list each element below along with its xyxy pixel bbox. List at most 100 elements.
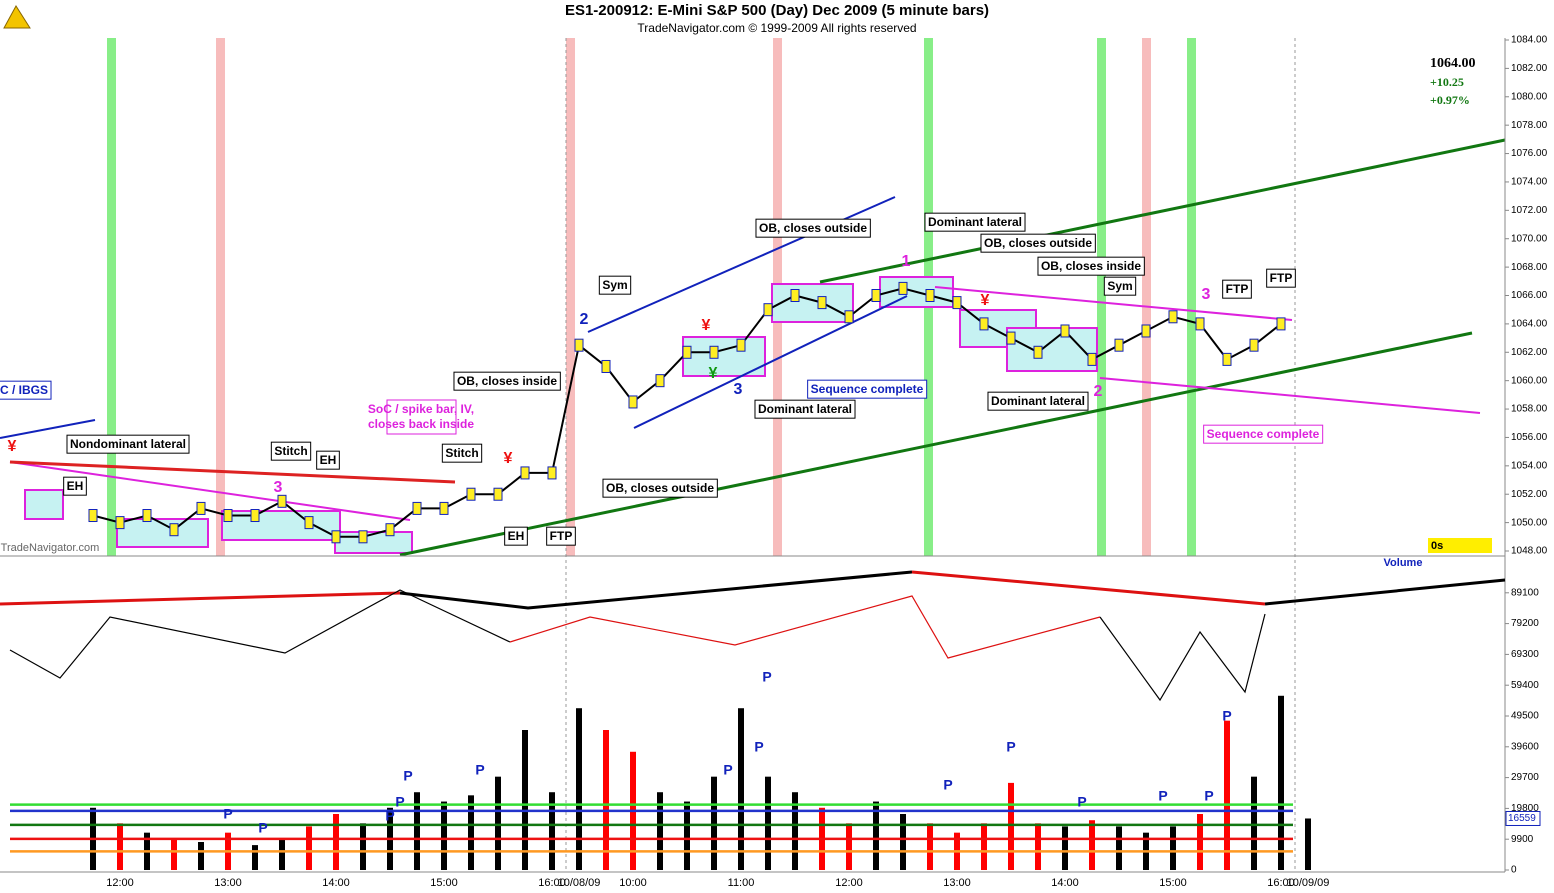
price-bar — [277, 494, 287, 508]
volume-bar — [1035, 823, 1041, 870]
volume-bar — [873, 801, 879, 870]
price-bar — [142, 509, 152, 523]
annotation-box — [755, 218, 871, 238]
annotation: closes back inside — [368, 417, 474, 431]
volume-bar — [846, 823, 852, 870]
volume-bar — [549, 792, 555, 870]
price-bar — [979, 317, 989, 331]
pivot-label: P — [475, 762, 484, 778]
price-bar — [304, 516, 314, 530]
price-bar — [196, 501, 206, 515]
annotation: Sequence complete — [811, 382, 924, 396]
price-bar — [1087, 352, 1097, 366]
chart-subtitle: TradeNavigator.com © 1999-2009 All right… — [637, 21, 916, 35]
x-tick-label: 15:00 — [430, 877, 458, 889]
annotation-box — [441, 443, 483, 463]
pivot-label: P — [943, 777, 952, 793]
price-bar — [466, 487, 476, 501]
annotation: EH — [320, 453, 337, 467]
annotation: OB, closes inside — [457, 374, 557, 388]
volume-bar — [522, 730, 528, 870]
annotation: C / IBGS — [0, 383, 48, 397]
annotation: 2 — [1094, 383, 1103, 400]
volume-bar — [1278, 695, 1284, 870]
volume-bar — [711, 776, 717, 870]
price-change-pct: +0.97% — [1430, 93, 1470, 107]
annotation-box — [63, 476, 87, 496]
x-tick-label: 16:00 — [538, 877, 566, 889]
y-tick-label: 1072.00 — [1511, 205, 1548, 216]
annotation-box — [270, 441, 312, 461]
annotation-box — [1222, 279, 1252, 299]
price-bar — [1033, 345, 1043, 359]
volume-bar — [306, 826, 312, 870]
volume-bar — [927, 823, 933, 870]
volume-bar — [576, 708, 582, 870]
price-bar — [1060, 324, 1070, 338]
current-volume-box — [1505, 810, 1541, 826]
price-bar — [709, 345, 719, 359]
volume-bar — [1170, 826, 1176, 870]
volume-bar — [414, 792, 420, 870]
price-bar — [1141, 324, 1151, 338]
volume-bar — [738, 708, 744, 870]
price-bar — [493, 487, 503, 501]
x-tick-label: 11:00 — [728, 877, 755, 889]
volume-bar — [1089, 820, 1095, 870]
price-bar — [223, 509, 233, 523]
annotation: Sym — [602, 278, 627, 292]
day-separators — [565, 38, 1296, 872]
volume-bar — [765, 776, 771, 870]
pivot-label: P — [1077, 794, 1086, 810]
x-tick-label: 10/09/09 — [1287, 877, 1330, 889]
price-bar — [1006, 331, 1016, 345]
volume-bar — [333, 814, 339, 870]
pivot-label: P — [385, 808, 394, 824]
annotation: EH — [508, 529, 525, 543]
volume-bar — [1116, 826, 1122, 870]
y-tick-label: 1070.00 — [1511, 233, 1548, 244]
annotation-box — [316, 450, 340, 470]
pivot-label: P — [1222, 708, 1231, 724]
annotation: 3 — [734, 381, 743, 398]
price-bar — [925, 289, 935, 302]
price-bar — [1249, 338, 1259, 352]
annotation-box — [987, 391, 1089, 411]
x-tick-label: 12:00 — [106, 877, 134, 889]
volume-bar — [171, 838, 177, 870]
price-bar — [1114, 338, 1124, 352]
annotation-box — [386, 399, 457, 435]
annotation: ¥ — [504, 450, 513, 467]
annotation-box — [924, 212, 1026, 232]
volume-bar — [279, 838, 285, 870]
annotation: 3 — [1202, 286, 1211, 303]
y-tick-label: 1078.00 — [1511, 120, 1548, 131]
annotation: 1 — [902, 253, 911, 270]
annotation: EH — [67, 479, 84, 493]
price-bar — [790, 289, 800, 302]
y-tick-label: 1080.00 — [1511, 91, 1548, 102]
annotation-box — [754, 399, 856, 419]
y-tick-label: 29700 — [1511, 772, 1539, 783]
annotation: OB, closes inside — [1041, 259, 1141, 273]
volume-bar — [1008, 782, 1014, 870]
annotation: Dominant lateral — [991, 394, 1085, 408]
y-tick-label: 1060.00 — [1511, 375, 1548, 386]
price-bar — [682, 345, 692, 359]
y-tick-label: 1054.00 — [1511, 460, 1548, 471]
annotation: SoC / spike bar, IV, — [368, 402, 474, 416]
price-bar — [1222, 352, 1232, 366]
pivot-label: P — [403, 768, 412, 784]
volume-bar — [1062, 826, 1068, 870]
x-tick-label: 13:00 — [943, 877, 971, 889]
price-bar — [655, 374, 665, 388]
y-tick-label: 1074.00 — [1511, 177, 1548, 188]
annotation-box — [1037, 256, 1145, 276]
price-bar — [871, 289, 881, 302]
annotation: OB, closes outside — [984, 236, 1092, 250]
annotation: 3 — [274, 479, 283, 496]
volume-bar — [603, 730, 609, 870]
volume-bar — [1251, 776, 1257, 870]
pivot-label: P — [258, 820, 267, 836]
